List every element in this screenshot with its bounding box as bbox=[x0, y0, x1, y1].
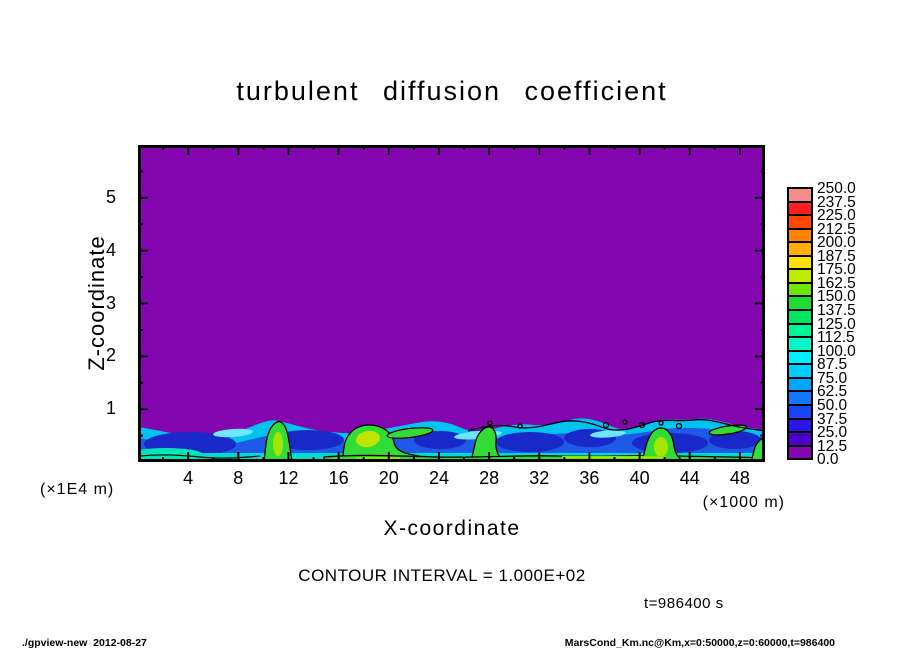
colorbar-tick-label: 175.0 bbox=[817, 261, 856, 279]
x-tick-label: 16 bbox=[328, 468, 349, 488]
colorbar-box bbox=[787, 187, 813, 203]
plot-area bbox=[138, 145, 765, 462]
colorbar-box bbox=[787, 336, 813, 352]
colorbar-tick-label: 150.0 bbox=[817, 288, 856, 306]
y-axis-unit: (×1E4 m) bbox=[40, 481, 115, 498]
x-tick-label: 4 bbox=[183, 468, 194, 488]
x-tick-label: 40 bbox=[629, 468, 650, 488]
colorbar-tick-label: 62.5 bbox=[817, 383, 848, 401]
colorbar-tick-label: 100.0 bbox=[817, 342, 856, 360]
colorbar-tick-label: 200.0 bbox=[817, 234, 856, 252]
colorbar-box bbox=[787, 214, 813, 230]
colorbar-tick-label: 87.5 bbox=[817, 356, 848, 374]
x-tick-label: 28 bbox=[479, 468, 500, 488]
y-tick-label: 2 bbox=[105, 345, 116, 366]
colorbar-box bbox=[787, 431, 813, 447]
time-caption: t=986400 s bbox=[644, 595, 724, 612]
colorbar-box bbox=[787, 200, 813, 217]
x-tick-label: 32 bbox=[529, 468, 550, 488]
colorbar-box bbox=[787, 376, 813, 393]
contour-lines bbox=[139, 418, 765, 459]
colorbar-tick-label: 37.5 bbox=[817, 410, 848, 428]
x-tick-label: 8 bbox=[233, 468, 244, 488]
colorbar-box bbox=[787, 241, 813, 257]
colorbar-box bbox=[787, 390, 813, 406]
colorbar-tick-label: 75.0 bbox=[817, 369, 848, 387]
contour-interval-caption: CONTOUR INTERVAL = 1.000E+02 bbox=[298, 566, 586, 585]
colorbar-tick-label: 12.5 bbox=[817, 437, 848, 455]
field-background bbox=[138, 145, 765, 462]
footer-dataset-info: MarsCond_Km.nc@Km,x=0:50000,z=0:60000,t=… bbox=[564, 637, 835, 649]
colorbar-tick-label: 50.0 bbox=[817, 396, 848, 414]
colorbar-box bbox=[787, 417, 813, 434]
colorbar-tick-label: 125.0 bbox=[817, 315, 856, 333]
colorbar-box bbox=[787, 322, 813, 339]
colorbar-box bbox=[787, 349, 813, 366]
plot-title: turbulent diffusion coefficient bbox=[236, 76, 668, 106]
colorbar-tick-label: 237.5 bbox=[817, 193, 856, 211]
colorbar-tick-label: 25.0 bbox=[817, 424, 848, 442]
y-tick-label: 4 bbox=[105, 239, 116, 260]
colorbar-tick-label: 162.5 bbox=[817, 274, 856, 292]
colorbar-box bbox=[787, 227, 813, 244]
colorbar-box bbox=[787, 403, 813, 420]
y-tick-label: 1 bbox=[105, 398, 116, 419]
colorbar-box bbox=[787, 254, 813, 271]
colorbar-tick-label: 212.5 bbox=[817, 220, 856, 238]
colorbar-tick-label: 225.0 bbox=[817, 207, 856, 225]
colorbar-box bbox=[787, 444, 813, 461]
x-tick-label: 36 bbox=[579, 468, 600, 488]
colorbar-box bbox=[787, 363, 813, 379]
colorbar-tick-label: 112.5 bbox=[817, 329, 855, 347]
x-tick-label: 24 bbox=[428, 468, 449, 488]
x-tick-label: 48 bbox=[729, 468, 750, 488]
colorbar-tick-label: 137.5 bbox=[817, 302, 856, 320]
surface-turquoise-patch bbox=[138, 448, 202, 460]
colorbar-box bbox=[787, 295, 813, 312]
colorbar-tick-label: 0.0 bbox=[817, 451, 839, 469]
colorbar-box bbox=[787, 309, 813, 325]
y-tick-label: 5 bbox=[105, 186, 116, 207]
colorbar-tick-label: 187.5 bbox=[817, 247, 856, 265]
colorbar-tick-label: 250.0 bbox=[817, 180, 856, 197]
plot-frame bbox=[138, 145, 765, 462]
x-tick-label: 44 bbox=[679, 468, 700, 488]
footer-program-date: ./gpview-new 2012-08-27 bbox=[22, 637, 147, 649]
x-axis-label: X-coordinate bbox=[383, 517, 521, 540]
colorbar-box bbox=[787, 281, 813, 298]
colorbar-box bbox=[787, 268, 813, 284]
y-tick-label: 3 bbox=[105, 292, 116, 313]
x-tick-label: 20 bbox=[378, 468, 399, 488]
x-axis-unit: (×1000 m) bbox=[702, 494, 785, 511]
x-tick-label: 12 bbox=[278, 468, 299, 488]
